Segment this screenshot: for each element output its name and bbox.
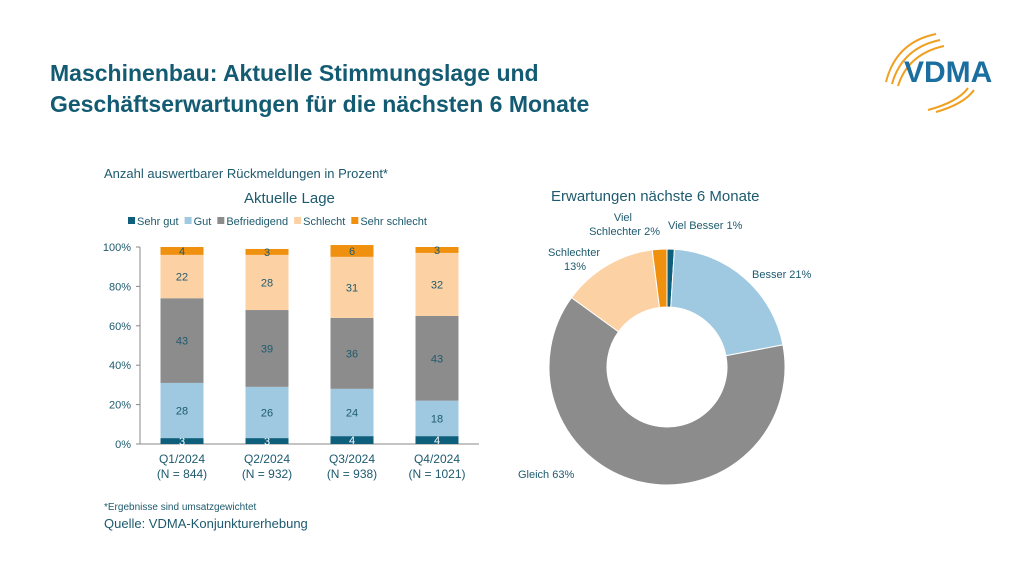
- y-tick-label: 20%: [109, 400, 131, 412]
- bar-segment: [160, 382, 204, 439]
- bar-segment: [415, 247, 459, 253]
- x-tick-label: Q2/2024: [244, 452, 290, 466]
- bar-data-label: 3: [264, 436, 270, 448]
- bar-data-label: 43: [431, 353, 443, 365]
- y-tick-label: 60%: [109, 321, 131, 333]
- bar-segment: [330, 388, 374, 437]
- bar-data-label: 3: [179, 436, 185, 448]
- bar-segment: [245, 438, 289, 444]
- bar-segment: [160, 254, 204, 299]
- slice-label: Viel Besser 1%: [668, 220, 743, 232]
- bar-segment: [330, 436, 374, 444]
- bar-data-label: 3: [434, 245, 440, 257]
- bar-segment: [245, 254, 289, 311]
- x-tick-label: Q4/2024: [414, 452, 460, 466]
- donut-slice: [670, 248, 784, 357]
- donut-slice: [651, 248, 668, 309]
- bar-data-label: 24: [346, 407, 358, 419]
- legend-label: Sehr schlecht: [360, 216, 427, 228]
- bar-data-label: 39: [261, 343, 273, 355]
- bar-segment: [330, 317, 374, 389]
- slice-label: Gleich 63%: [518, 469, 574, 481]
- bar-segment: [415, 436, 459, 444]
- bar-data-label: 4: [349, 435, 355, 447]
- x-tick-sublabel: (N = 1021): [408, 467, 465, 481]
- bar-data-label: 18: [431, 413, 443, 425]
- bar-data-label: 43: [176, 336, 188, 348]
- bar-segment: [330, 256, 374, 318]
- slice-label: Besser 21%: [752, 269, 812, 281]
- pie-chart-title: Erwartungen nächste 6 Monate: [551, 188, 760, 205]
- x-tick-label: Q1/2024: [159, 452, 205, 466]
- x-tick-label: Q3/2024: [329, 452, 375, 466]
- bar-data-label: 4: [434, 435, 440, 447]
- vdma-logo: VDMA: [878, 30, 1008, 115]
- bar-segment: [415, 315, 459, 401]
- legend-label: Befriedigend: [226, 216, 288, 228]
- chart-subtitle: Anzahl auswertbarer Rückmeldungen in Pro…: [104, 166, 388, 181]
- legend-label: Gut: [194, 216, 212, 228]
- legend-swatch: [217, 217, 225, 224]
- page-title: Maschinenbau: Aktuelle Stimmungslage und…: [50, 58, 589, 120]
- bar-segment: [330, 245, 374, 257]
- title-line-1: Maschinenbau: Aktuelle Stimmungslage und: [50, 60, 539, 86]
- bar-segment: [160, 438, 204, 444]
- bar-data-label: 22: [176, 272, 188, 284]
- bar-segment: [245, 386, 289, 439]
- logo-arcs: [885, 33, 975, 113]
- y-tick-label: 100%: [103, 242, 131, 254]
- legend-label: Sehr gut: [137, 216, 179, 228]
- bar-segment: [245, 248, 289, 255]
- bar-chart-title: Aktuelle Lage: [244, 190, 335, 207]
- x-tick-sublabel: (N = 932): [242, 467, 292, 481]
- x-tick-sublabel: (N = 938): [327, 467, 377, 481]
- logo-text: VDMA: [904, 56, 993, 89]
- bar-data-label: 26: [261, 407, 273, 419]
- bar-segment: [415, 252, 459, 316]
- bar-data-label: 4: [179, 246, 185, 258]
- bar-data-label: 28: [176, 406, 188, 418]
- legend-swatch: [294, 217, 302, 224]
- bar-data-label: 6: [349, 246, 355, 258]
- slice-label-value: Schlechter 2%: [589, 226, 660, 238]
- y-tick-label: 80%: [109, 281, 131, 293]
- bar-data-label: 36: [346, 348, 358, 360]
- x-tick-sublabel: (N = 844): [157, 467, 207, 481]
- bar-data-label: 31: [346, 282, 358, 294]
- legend-label: Schlecht: [303, 216, 345, 228]
- bar-data-label: 32: [431, 279, 443, 291]
- title-line-2: Geschäftserwartungen für die nächsten 6 …: [50, 91, 590, 117]
- bar-segment: [160, 298, 204, 383]
- source: Quelle: VDMA-Konjunkturerhebung: [104, 516, 308, 531]
- bar-data-label: 3: [264, 247, 270, 259]
- footnote: *Ergebnisse sind umsatzgewichtet: [104, 502, 257, 513]
- legend-swatch: [184, 217, 192, 224]
- slice-label-value: 13%: [564, 261, 586, 273]
- donut-slice: [548, 296, 786, 486]
- bar-segment: [415, 400, 459, 437]
- y-tick-label: 40%: [109, 360, 131, 372]
- y-tick-label: 0%: [115, 439, 131, 451]
- legend-swatch: [351, 217, 359, 224]
- bar-segment: [160, 247, 204, 255]
- bar-segment: [245, 310, 289, 387]
- legend-swatch: [128, 217, 135, 224]
- slice-label: Viel: [614, 212, 632, 224]
- slice-label: Schlechter: [548, 247, 600, 259]
- bar-data-label: 28: [261, 277, 273, 289]
